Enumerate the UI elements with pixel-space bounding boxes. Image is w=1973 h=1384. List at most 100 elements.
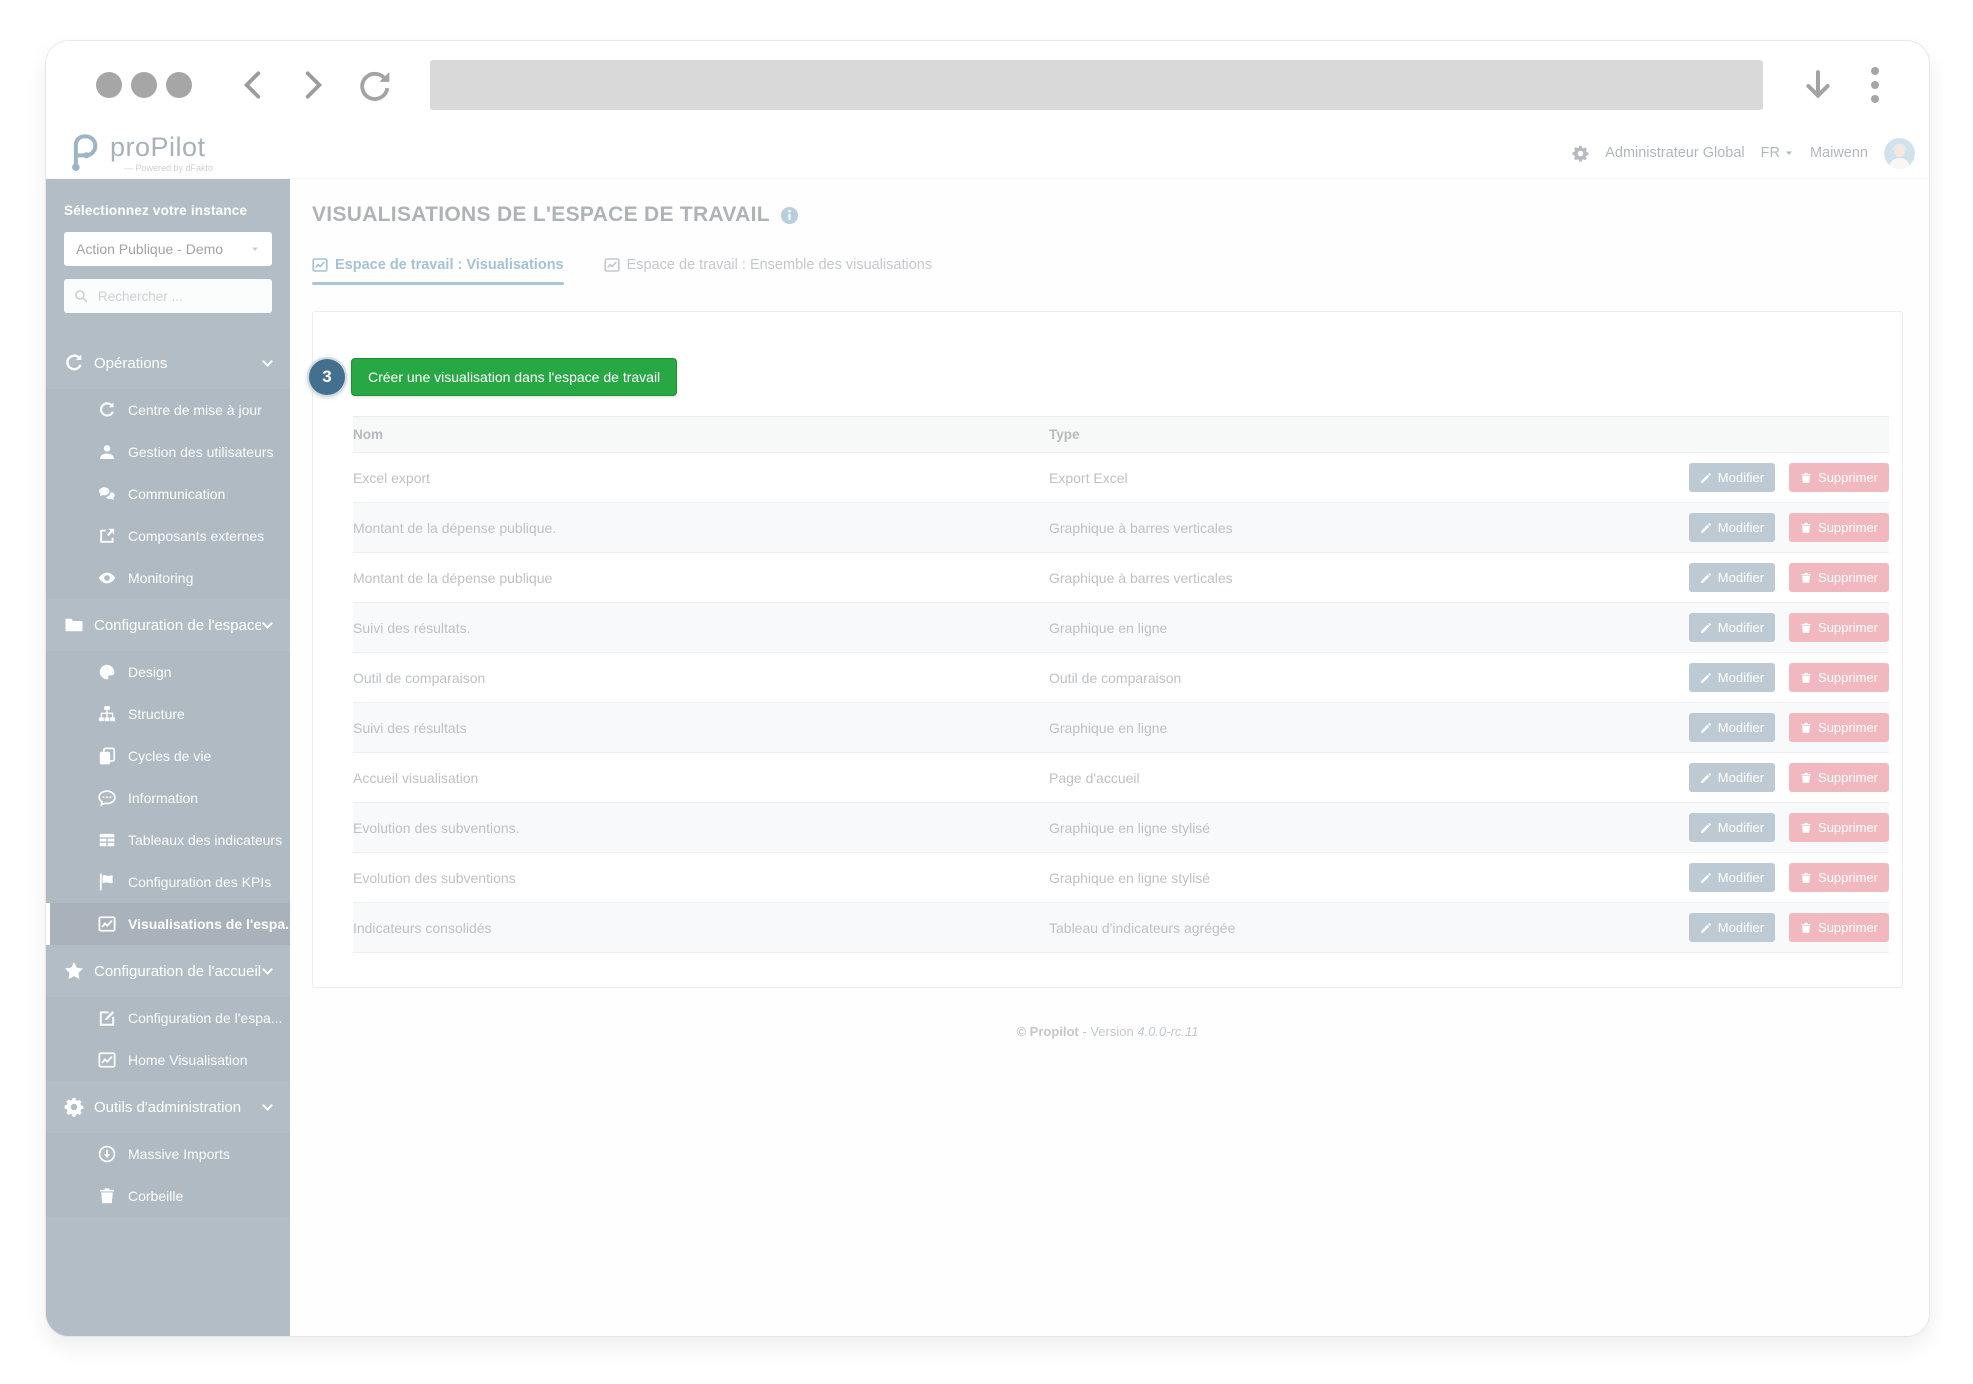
table-row: Evolution des subventions Graphique en li… — [353, 853, 1889, 903]
window-dot-icon[interactable] — [131, 71, 157, 98]
sidebar-group-op-rations[interactable]: Opérations — [46, 337, 290, 389]
cell-nom: Accueil visualisation — [353, 769, 479, 786]
supprimer-button[interactable]: Supprimer — [1789, 863, 1889, 892]
sidebar-item-centre-de-mise-jour[interactable]: Centre de mise à jour — [46, 389, 290, 431]
supprimer-button[interactable]: Supprimer — [1789, 613, 1889, 642]
table-row: Montant de la dépense publique. Graphique… — [353, 502, 1889, 553]
sidebar-item-cycles-de-vie[interactable]: Cycles de vie — [46, 735, 290, 777]
browser-menu-icon[interactable] — [1865, 63, 1885, 107]
tab-espace-visualisations[interactable]: Espace de travail : Visualisations — [312, 257, 564, 285]
sidebar-item-tableaux-des-indicateurs[interactable]: Tableaux des indicateurs — [46, 819, 290, 861]
cell-actions: Modifier Supprimer — [1597, 653, 1889, 703]
modifier-button[interactable]: Modifier — [1688, 513, 1776, 542]
sidebar-group-label: Opérations — [94, 354, 168, 372]
supprimer-button[interactable]: Supprimer — [1789, 713, 1889, 742]
cell-nom: Suivi des résultats. — [353, 619, 471, 636]
sidebar-item-gestion-des-utilisateurs[interactable]: Gestion des utilisateurs — [46, 431, 290, 473]
pencil-icon — [1700, 722, 1712, 734]
modifier-button[interactable]: Modifier — [1688, 713, 1776, 742]
pencil-icon — [1700, 922, 1712, 934]
window-dot-icon[interactable] — [96, 71, 122, 98]
cell-type: Graphique en ligne — [1049, 619, 1168, 636]
cell-actions: Modifier Supprimer — [1597, 603, 1889, 653]
create-button-row: 3 Créer une visualisation dans l'espace … — [307, 357, 1886, 397]
sidebar-item-configuration-des-kpis[interactable]: Configuration des KPIs — [46, 861, 290, 903]
avatar[interactable] — [1884, 138, 1915, 169]
external-icon — [98, 527, 116, 545]
gear-icon — [64, 1097, 84, 1117]
back-icon[interactable] — [236, 68, 270, 102]
reload-icon[interactable] — [356, 67, 392, 103]
table-row: Indicateurs consolidés Tableau d'indicate… — [353, 902, 1889, 953]
sidebar-nav: Opérations Centre de mise à jour Gestion d… — [46, 337, 290, 1217]
url-bar[interactable] — [430, 59, 1763, 110]
sidebar-item-information[interactable]: Information — [46, 777, 290, 819]
sidebar-item-massive-imports[interactable]: Massive Imports — [46, 1133, 290, 1175]
supprimer-button[interactable]: Supprimer — [1789, 913, 1889, 942]
cell-type: Page d'accueil — [1049, 769, 1140, 786]
sidebar-search — [64, 279, 272, 313]
sidebar-item-design[interactable]: Design — [46, 651, 290, 693]
sidebar-item-composants-externes[interactable]: Composants externes — [46, 515, 290, 557]
pencil-icon — [1700, 772, 1712, 784]
modifier-button[interactable]: Modifier — [1688, 613, 1776, 642]
column-header-actions — [1597, 416, 1889, 453]
sidebar-item-monitoring[interactable]: Monitoring — [46, 557, 290, 599]
cell-nom: Outil de comparaison — [353, 669, 486, 686]
sidebar-item-label: Structure — [128, 706, 185, 722]
app-root: proPilot Powered by dFakto Administrateu… — [46, 128, 1929, 1336]
modifier-button[interactable]: Modifier — [1688, 863, 1776, 892]
search-input[interactable] — [96, 287, 262, 305]
trash-icon — [98, 1187, 116, 1205]
supprimer-button[interactable]: Supprimer — [1789, 813, 1889, 842]
sidebar-item-configuration-de-l-espa[interactable]: Configuration de l'espa... — [46, 997, 290, 1039]
sidebar-item-home-visualisation[interactable]: Home Visualisation — [46, 1039, 290, 1081]
modifier-button[interactable]: Modifier — [1688, 463, 1776, 492]
sidebar-item-label: Configuration des KPIs — [128, 874, 272, 890]
instance-select[interactable]: Action Publique - Demo — [64, 232, 272, 266]
modifier-button[interactable]: Modifier — [1688, 663, 1776, 692]
sidebar-item-visualisations-de-l-espa[interactable]: Visualisations de l'espa... — [46, 903, 290, 945]
download-icon[interactable] — [1801, 68, 1835, 102]
sidebar-item-label: Centre de mise à jour — [128, 402, 262, 418]
sidebar-item-label: Massive Imports — [128, 1146, 230, 1162]
trash-icon — [1800, 472, 1812, 484]
supprimer-button[interactable]: Supprimer — [1789, 763, 1889, 792]
sidebar-item-structure[interactable]: Structure — [46, 693, 290, 735]
logo-tagline: Powered by dFakto — [124, 163, 214, 173]
column-header-nom: Nom — [353, 416, 1049, 453]
supprimer-button[interactable]: Supprimer — [1789, 463, 1889, 492]
modifier-button[interactable]: Modifier — [1688, 813, 1776, 842]
chevron-down-icon — [261, 965, 274, 978]
tab-ensemble-visualisations[interactable]: Espace de travail : Ensemble des visuali… — [604, 257, 932, 285]
update-icon — [98, 401, 116, 419]
modifier-button[interactable]: Modifier — [1688, 763, 1776, 792]
cell-actions: Modifier Supprimer — [1597, 453, 1889, 503]
tab-bar: Espace de travail : Visualisations Espac… — [312, 257, 1903, 285]
window-dot-icon[interactable] — [166, 71, 192, 98]
sidebar-item-communication[interactable]: Communication — [46, 473, 290, 515]
modifier-button[interactable]: Modifier — [1688, 913, 1776, 942]
modifier-button[interactable]: Modifier — [1688, 563, 1776, 592]
chart-icon — [98, 1051, 116, 1069]
create-visualisation-button[interactable]: Créer une visualisation dans l'espace de… — [351, 358, 678, 396]
cell-actions: Modifier Supprimer — [1597, 753, 1889, 803]
cell-actions: Modifier Supprimer — [1597, 553, 1889, 603]
sidebar-item-corbeille[interactable]: Corbeille — [46, 1175, 290, 1217]
eye-icon — [98, 569, 116, 587]
sidebar-group-outils-d-administration[interactable]: Outils d'administration — [46, 1081, 290, 1133]
settings-gear-icon[interactable] — [1572, 145, 1589, 162]
sidebar-group-configuration-de-l-accueil[interactable]: Configuration de l'accueil — [46, 945, 290, 997]
chart-icon — [98, 915, 116, 933]
supprimer-button[interactable]: Supprimer — [1789, 663, 1889, 692]
sidebar-group-label: Outils d'administration — [94, 1098, 242, 1116]
table-row: Outil de comparaison Outil de comparaison… — [353, 653, 1889, 703]
supprimer-button[interactable]: Supprimer — [1789, 563, 1889, 592]
sidebar-group-configuration-de-l-espace-de[interactable]: Configuration de l'espace de ... — [46, 599, 290, 651]
sidebar-subpanel: Design Structure Cycles de vie Information T… — [46, 651, 290, 945]
language-selector[interactable]: FR — [1761, 145, 1794, 161]
supprimer-button[interactable]: Supprimer — [1789, 513, 1889, 542]
user-name[interactable]: Maiwenn — [1809, 145, 1868, 161]
forward-icon[interactable] — [296, 68, 330, 102]
info-icon[interactable] — [780, 206, 799, 225]
